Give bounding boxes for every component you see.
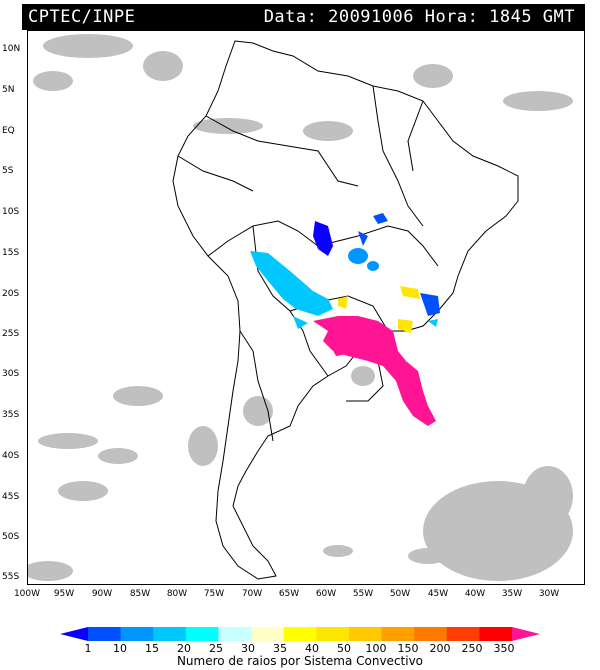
lon-label: 40W bbox=[464, 589, 486, 599]
lon-label: 55W bbox=[352, 589, 374, 599]
colorbar-label: 250 bbox=[461, 642, 483, 655]
lat-label: EQ bbox=[2, 126, 15, 136]
colorbar-cell bbox=[316, 627, 350, 641]
colorbar-cell bbox=[479, 627, 513, 641]
header-source: CPTEC/INPE bbox=[28, 7, 136, 27]
lon-label: 45W bbox=[427, 589, 449, 599]
lat-label: 35S bbox=[2, 410, 20, 420]
colorbar-cell bbox=[251, 627, 285, 641]
colorbar-label: 50 bbox=[337, 642, 351, 655]
lon-label: 60W bbox=[315, 589, 337, 599]
colorbar-cell bbox=[120, 627, 154, 641]
lat-label: 5N bbox=[2, 85, 15, 95]
lat-label: 15S bbox=[2, 248, 20, 258]
colorbar-label: 100 bbox=[365, 642, 387, 655]
colorbar-label: 30 bbox=[241, 642, 255, 655]
lon-label: 65W bbox=[278, 589, 300, 599]
colorbar-cell bbox=[446, 627, 480, 641]
cloud-cover bbox=[28, 34, 573, 581]
lon-label: 100W bbox=[13, 589, 41, 599]
header-datetime: Data: 20091006 Hora: 1845 GMT bbox=[263, 7, 575, 27]
lat-label: 25S bbox=[2, 329, 20, 339]
colorbar-label: 20 bbox=[177, 642, 191, 655]
colorbar-cells bbox=[88, 627, 513, 641]
colorbar-label: 40 bbox=[305, 642, 319, 655]
header-bar: CPTEC/INPE Data: 20091006 Hora: 1845 GMT bbox=[22, 4, 585, 30]
colorbar-arrow-left bbox=[60, 627, 88, 641]
colorbar-cell bbox=[381, 627, 415, 641]
lon-label: 35W bbox=[501, 589, 523, 599]
lat-label: 45S bbox=[2, 492, 20, 502]
lat-label: 30S bbox=[2, 369, 20, 379]
map-frame bbox=[27, 30, 585, 585]
lat-label: 40S bbox=[2, 451, 20, 461]
colorbar-cell bbox=[185, 627, 219, 641]
colorbar-cell bbox=[88, 627, 122, 641]
colorbar-label: 200 bbox=[429, 642, 451, 655]
lat-label: 50S bbox=[2, 532, 20, 542]
colorbar-cell bbox=[283, 627, 317, 641]
colorbar-title: Numero de raios por Sistema Convectivo bbox=[176, 654, 424, 668]
colorbar-cell bbox=[414, 627, 448, 641]
lon-label: 75W bbox=[203, 589, 225, 599]
colorbar-cell bbox=[153, 627, 187, 641]
colorbar-label: 35 bbox=[273, 642, 287, 655]
colorbar-arrow-right bbox=[512, 627, 540, 641]
lat-label: 5S bbox=[2, 166, 14, 176]
colorbar-label: 10 bbox=[113, 642, 127, 655]
colorbar-cell bbox=[348, 627, 383, 641]
convective-systems bbox=[250, 213, 440, 426]
colorbar-label: 15 bbox=[145, 642, 159, 655]
lat-label: 10S bbox=[2, 207, 20, 217]
lon-label: 30W bbox=[538, 589, 560, 599]
lon-label: 85W bbox=[129, 589, 151, 599]
lon-label: 90W bbox=[91, 589, 113, 599]
colorbar-label: 1 bbox=[84, 642, 92, 655]
colorbar-label: 150 bbox=[397, 642, 419, 655]
lon-label: 80W bbox=[166, 589, 188, 599]
lat-label: 55S bbox=[2, 572, 20, 582]
lon-label: 70W bbox=[241, 589, 263, 599]
colorbar bbox=[60, 627, 540, 641]
colorbar-label: 25 bbox=[209, 642, 223, 655]
colorbar-label: 350 bbox=[493, 642, 515, 655]
lat-label: 10N bbox=[2, 44, 21, 54]
lon-label: 95W bbox=[53, 589, 75, 599]
colorbar-cell bbox=[218, 627, 252, 641]
map-svg bbox=[28, 34, 573, 581]
lon-label: 50W bbox=[389, 589, 411, 599]
lat-label: 20S bbox=[2, 289, 20, 299]
